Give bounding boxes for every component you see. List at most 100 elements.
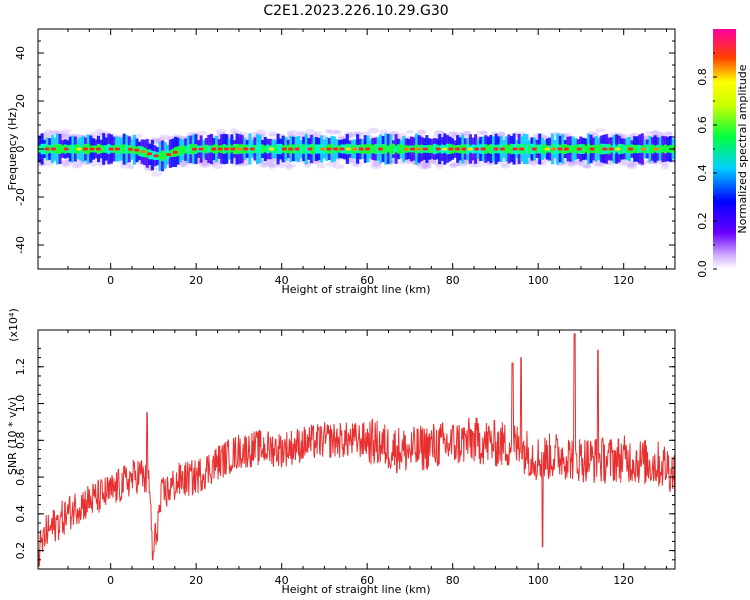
spectrogram-xtick-label: 20	[189, 274, 203, 287]
spectrogram-core-band	[343, 144, 347, 154]
spectrogram-halo	[286, 129, 298, 137]
spectrogram-xtick-label: 40	[275, 274, 289, 287]
spectrogram-halo	[327, 129, 340, 135]
spectrogram-peak-cell	[217, 147, 223, 151]
spectrogram-halo	[180, 160, 189, 167]
spectrogram-halo	[497, 131, 506, 137]
spectrogram-halo	[651, 129, 659, 137]
spectrogram-peak-cell	[243, 147, 249, 151]
spectrogram-halo	[495, 131, 506, 137]
spectrogram-core-band	[538, 144, 542, 154]
snr-ytick-label: 1.2	[14, 358, 27, 376]
spectrogram-halo	[661, 164, 670, 170]
spectrogram-core-band	[658, 144, 662, 154]
spectrogram-peak-cell	[499, 147, 505, 151]
spectrogram-halo	[61, 132, 70, 136]
spectrogram-peak-cell	[474, 147, 480, 151]
snr-ytick-label: 0.2	[14, 542, 27, 560]
spectrogram-halo	[332, 160, 340, 165]
spectrogram-peak-cell	[307, 147, 313, 151]
spectrogram-core-band	[368, 144, 372, 154]
spectrogram-core-band	[120, 144, 124, 154]
spectrogram-peak-cell	[166, 153, 172, 157]
snr-ytick-label: 0.6	[14, 468, 27, 486]
spectrogram-halo	[370, 162, 382, 170]
spectrogram-core-band	[273, 144, 278, 154]
spectrogram-core-band	[304, 145, 308, 153]
spectrogram-peak-cell	[365, 147, 371, 151]
spectrogram-core-band	[253, 144, 257, 154]
spectrogram-core-band	[102, 145, 106, 153]
spectrogram-halo	[229, 128, 238, 135]
spectrogram-core-band	[625, 145, 629, 153]
spectrogram-core-band	[489, 144, 493, 154]
spectrogram-core-band	[204, 144, 208, 154]
spectrogram-core-band	[645, 144, 649, 154]
spectrogram-halo	[367, 127, 380, 134]
snr-xtick-label: 100	[528, 574, 549, 587]
spectrogram-ylabel: Frequency (Hz)	[6, 108, 19, 191]
spectrogram-peak-cell	[198, 147, 204, 151]
spectrogram-peak-cell	[512, 147, 518, 151]
spectrogram-peak-cell	[172, 150, 178, 154]
spectrogram-halo	[397, 161, 410, 165]
spectrogram-core-band	[471, 144, 475, 154]
spectrogram-halo	[660, 162, 670, 166]
spectrogram-peak-cell	[288, 147, 294, 151]
spectrogram-peak-cell	[640, 147, 646, 151]
spectrogram-core-band	[540, 145, 544, 153]
spectrogram-halo	[593, 131, 600, 136]
spectrogram-halo	[421, 165, 429, 170]
spectrogram-peak-cell	[332, 147, 339, 151]
spectrogram-core-band	[186, 144, 190, 155]
spectrogram-core-band	[525, 145, 529, 153]
spectrogram-xlabel: Height of straight line (km)	[281, 283, 430, 296]
colorbar-tick-label: 0.8	[696, 68, 709, 86]
snr-multiplier: (x10⁴)	[7, 308, 20, 342]
spectrogram-halo	[278, 163, 286, 169]
spectrogram-core-band	[86, 143, 90, 155]
colorbar-tick-label: 0.6	[696, 116, 709, 134]
spectrogram-core-band	[263, 145, 267, 153]
spectrogram-peak-cell	[230, 147, 236, 151]
spectrogram-core-band	[484, 144, 488, 154]
spectrogram-halo	[296, 131, 307, 136]
snr-xtick-label: 120	[613, 574, 634, 587]
spectrogram-peak-cell	[461, 147, 467, 151]
spectrogram-halo	[232, 130, 243, 135]
spectrogram-halo	[661, 131, 674, 136]
spectrogram-core-band	[184, 146, 188, 154]
spectrogram-halo	[501, 162, 509, 167]
spectrogram-peak-cell	[493, 147, 499, 151]
spectrogram-core-band	[266, 144, 270, 154]
spectrogram-ytick-label: 20	[14, 94, 27, 108]
snr-ytick-label: 0.4	[14, 505, 27, 523]
spectrogram-peak-cell	[448, 147, 454, 151]
spectrogram-peak-cell	[377, 147, 384, 151]
spectrogram-peak-cell	[223, 147, 230, 151]
spectrogram-peak-cell	[518, 147, 525, 151]
spectrogram-peak-cell	[608, 147, 614, 151]
spectrogram-core-band	[302, 144, 306, 154]
spectrogram-core-band	[620, 144, 624, 154]
spectrogram-halo	[416, 162, 429, 169]
spectrogram-peak-cell	[294, 147, 300, 151]
spectrogram-halo	[449, 163, 458, 169]
spectrogram-core-band	[504, 144, 508, 154]
spectrogram-halo	[119, 163, 132, 169]
colorbar-tick-label: 0.4	[696, 164, 709, 182]
spectrogram-halo	[417, 129, 426, 137]
spectrogram-core-band	[330, 143, 334, 155]
spectrogram-peak-cell	[63, 147, 69, 151]
spectrogram-halo	[60, 160, 71, 164]
spectrogram-peak-cell	[627, 147, 634, 151]
spectrogram-peak-cell	[191, 147, 198, 151]
spectrogram-ticks: 0 20 40 60 80 100 120 40 20 0 -20 -40	[14, 29, 675, 287]
spectrogram-halo	[628, 162, 636, 167]
spectrogram-core-band	[397, 144, 401, 154]
spectrogram-core-band	[150, 150, 154, 160]
spectrogram-core-band	[527, 144, 531, 154]
spectrogram-core-band	[138, 145, 142, 156]
spectrogram-core-band	[535, 144, 539, 154]
